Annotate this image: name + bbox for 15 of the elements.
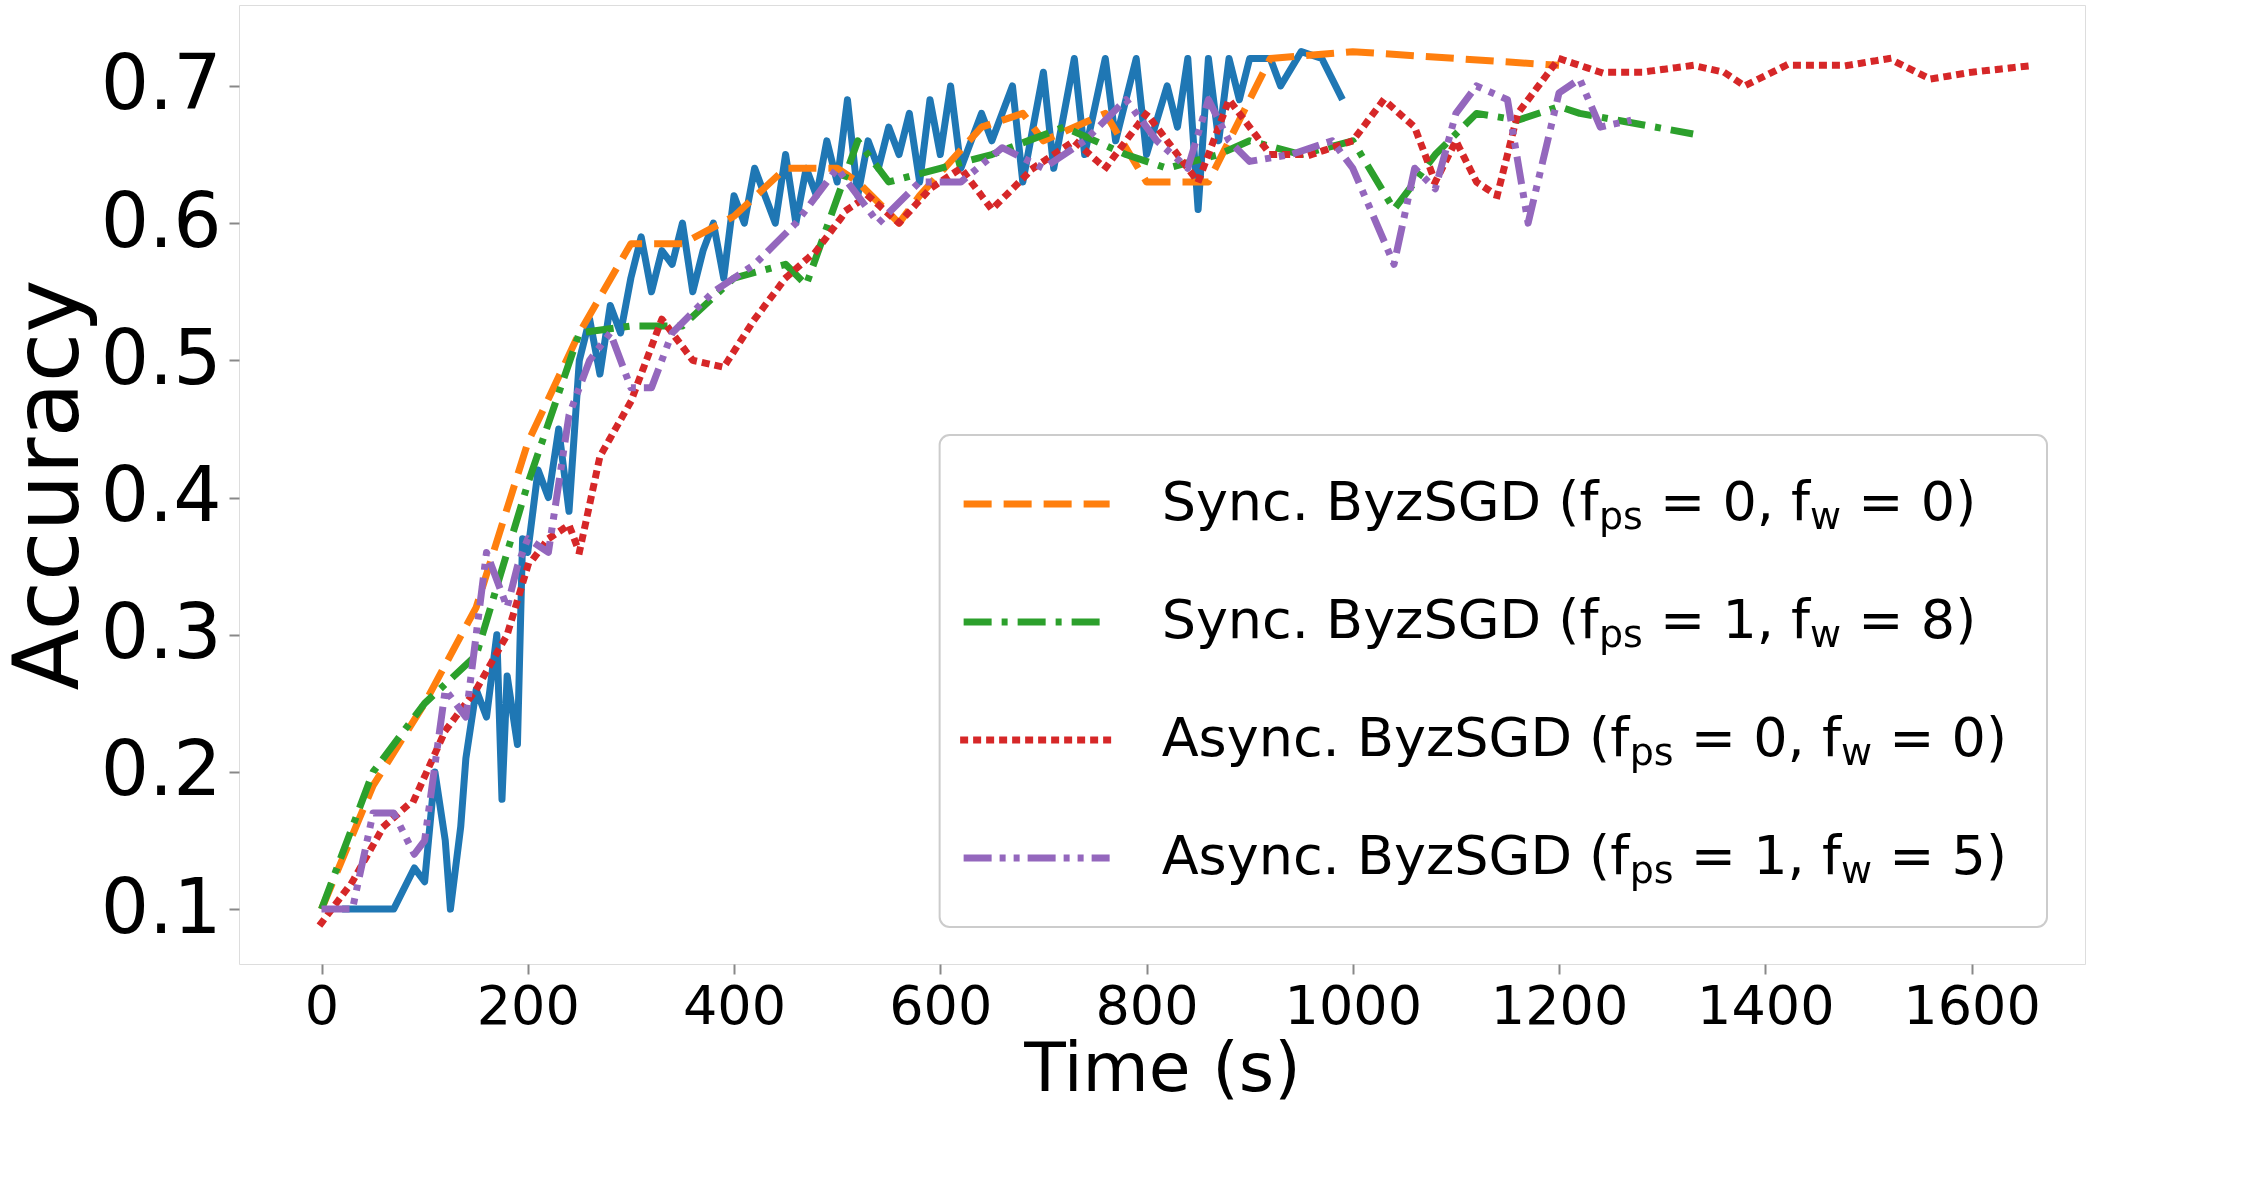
y-tick-label: 0.3 bbox=[100, 587, 222, 677]
x-tick-label: 1200 bbox=[1490, 973, 1629, 1037]
y-axis-title: Accuracy bbox=[0, 279, 99, 691]
x-tick-label: 1400 bbox=[1697, 973, 1835, 1037]
x-tick-label: 0 bbox=[304, 973, 340, 1037]
x-tick-label: 200 bbox=[476, 973, 580, 1037]
y-tick-label: 0.1 bbox=[100, 861, 222, 951]
y-tick-label: 0.2 bbox=[100, 724, 222, 814]
x-tick-label: 400 bbox=[682, 973, 787, 1037]
y-tick-label: 0.5 bbox=[100, 312, 222, 402]
y-tick-label: 0.6 bbox=[100, 175, 222, 265]
y-tick-label: 0.7 bbox=[100, 38, 222, 128]
x-tick-label: 600 bbox=[889, 973, 993, 1037]
y-tick-label: 0.4 bbox=[100, 450, 222, 540]
x-tick-label: 1600 bbox=[1903, 973, 2041, 1037]
